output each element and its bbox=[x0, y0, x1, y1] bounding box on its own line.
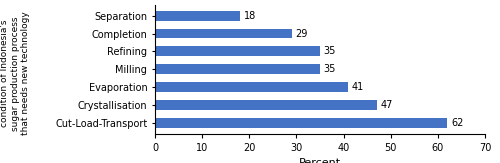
Text: 41: 41 bbox=[352, 82, 364, 92]
Bar bbox=[155, 118, 448, 128]
Text: 18: 18 bbox=[244, 11, 256, 21]
Bar bbox=[155, 11, 240, 21]
X-axis label: Percent: Percent bbox=[299, 158, 341, 163]
Bar bbox=[155, 29, 292, 38]
Bar bbox=[155, 46, 320, 56]
Text: 29: 29 bbox=[296, 29, 308, 38]
Text: 35: 35 bbox=[324, 46, 336, 56]
Bar bbox=[155, 82, 348, 92]
Bar bbox=[155, 64, 320, 74]
Bar bbox=[155, 100, 376, 110]
Text: 47: 47 bbox=[380, 100, 392, 110]
Text: 62: 62 bbox=[451, 118, 464, 128]
Text: The technological
condition of Indonesia's
sugar production process
that needs n: The technological condition of Indonesia… bbox=[0, 11, 30, 135]
Text: 35: 35 bbox=[324, 64, 336, 74]
